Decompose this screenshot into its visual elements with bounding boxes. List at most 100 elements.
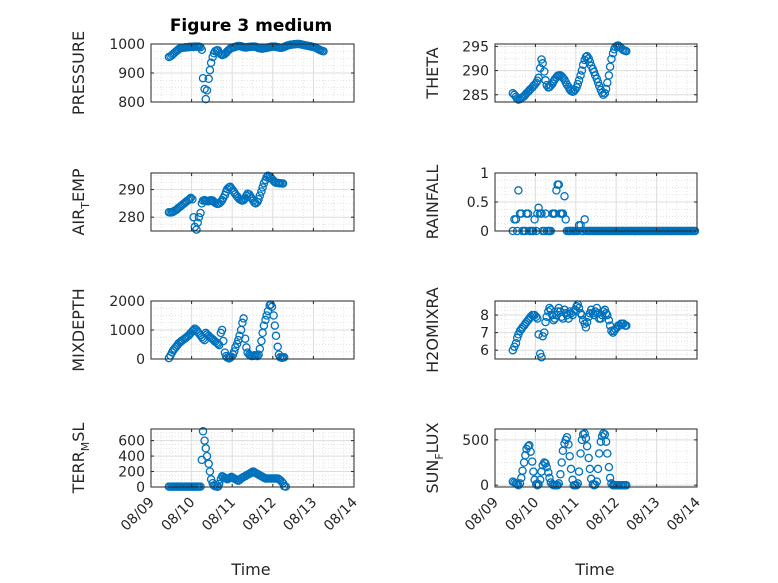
axes-box: [494, 43, 698, 103]
data-point: [568, 310, 577, 320]
data-point: [319, 47, 328, 56]
y-axis-label: RAINFALL: [423, 165, 442, 240]
data-point: [198, 73, 208, 83]
data-point: [557, 458, 566, 467]
data-point: [251, 199, 260, 208]
y-axis-label: SUNFLUX: [423, 422, 446, 493]
data-point: [238, 318, 247, 328]
data-point: [529, 467, 538, 476]
data-point: [514, 480, 523, 490]
data-point: [556, 470, 565, 479]
data-point: [584, 453, 593, 463]
y-tick-label: 1000: [109, 37, 145, 53]
data-point: [185, 194, 194, 204]
data-point: [592, 303, 602, 313]
data-point: [261, 315, 270, 325]
data-point: [197, 45, 207, 55]
data-point: [537, 209, 546, 218]
data-point: [541, 459, 550, 468]
data-point: [581, 323, 591, 332]
data-point: [198, 427, 208, 436]
y-tick-label: 500: [462, 433, 489, 449]
data-point: [601, 84, 611, 94]
data-point: [561, 215, 570, 224]
data-point: [564, 440, 573, 449]
data-point: [204, 459, 213, 469]
data-point: [580, 429, 589, 438]
y-tick-label: 285: [462, 88, 489, 104]
y-axis-label-main: AIR: [69, 209, 88, 236]
data-point: [242, 343, 251, 352]
data-point: [259, 321, 269, 330]
data-point: [576, 449, 585, 458]
y-tick-label: 290: [118, 183, 145, 199]
data-point: [580, 215, 589, 224]
data-point: [257, 336, 266, 346]
y-tick-label: 1000: [109, 323, 145, 339]
y-axis-label-main: SUN: [423, 460, 442, 494]
data-point: [596, 437, 606, 446]
data-point: [622, 47, 631, 56]
data-point: [558, 73, 568, 83]
data-point: [585, 464, 595, 474]
data-point: [540, 458, 549, 467]
data-point: [588, 309, 598, 318]
subplot-1: 800 900 1000 PRESSURE: [69, 31, 355, 115]
data-point: [269, 311, 278, 320]
data-point: [581, 433, 591, 443]
data-point: [255, 191, 265, 200]
data-point: [542, 312, 551, 322]
data-point: [526, 447, 535, 456]
y-axis-label-subscript: T: [79, 202, 92, 210]
data-point: [552, 73, 561, 82]
data-point: [566, 464, 576, 474]
y-tick-label: 2000: [109, 294, 145, 310]
data-point: [572, 480, 581, 490]
data-point: [273, 342, 282, 352]
y-tick-label: 6: [480, 343, 489, 359]
data-point: [600, 89, 610, 98]
data-point: [255, 344, 265, 354]
data-point: [593, 464, 603, 474]
data-point: [540, 67, 549, 76]
data-point: [194, 212, 204, 222]
data-point: [565, 451, 574, 461]
y-axis-label-subscript: M: [79, 442, 92, 452]
data-point: [206, 58, 216, 68]
plot-area: [151, 429, 354, 487]
data-point: [204, 74, 213, 84]
y-tick-label: 900: [118, 66, 145, 82]
figure-title: Figure 3 medium: [170, 16, 332, 36]
data-point: [594, 449, 604, 458]
y-tick-label: 400: [118, 449, 145, 465]
y-axis-label-rest: EMP: [69, 168, 88, 202]
axes-box: [494, 428, 698, 488]
subplot-5: 0 1000 2000 MIXDEPTH: [69, 288, 355, 372]
data-point: [527, 457, 537, 466]
y-axis-label-main: PRESSURE: [69, 31, 88, 115]
data-point: [267, 302, 277, 312]
data-point: [531, 312, 541, 322]
data-point: [554, 180, 564, 189]
data-point: [603, 449, 612, 458]
data-point: [601, 309, 611, 318]
y-axis-label: TERRMSL: [69, 423, 92, 495]
data-point: [511, 215, 521, 224]
data-point: [254, 194, 263, 204]
data-point: [184, 195, 193, 205]
y-tick-label: 800: [118, 95, 145, 111]
data-point: [535, 475, 545, 485]
y-tick-label: 7: [480, 326, 489, 342]
data-point: [205, 467, 215, 476]
data-point: [578, 60, 588, 70]
data-point: [574, 303, 584, 313]
y-tick-label: 600: [118, 434, 145, 450]
data-point: [544, 468, 553, 477]
data-point: [518, 466, 527, 475]
data-point: [201, 94, 211, 104]
data-point: [576, 71, 585, 80]
data-point: [601, 437, 611, 446]
y-axis-label-main: H2OMIXRA: [423, 287, 442, 373]
data-point: [607, 54, 616, 64]
data-point: [622, 321, 631, 330]
